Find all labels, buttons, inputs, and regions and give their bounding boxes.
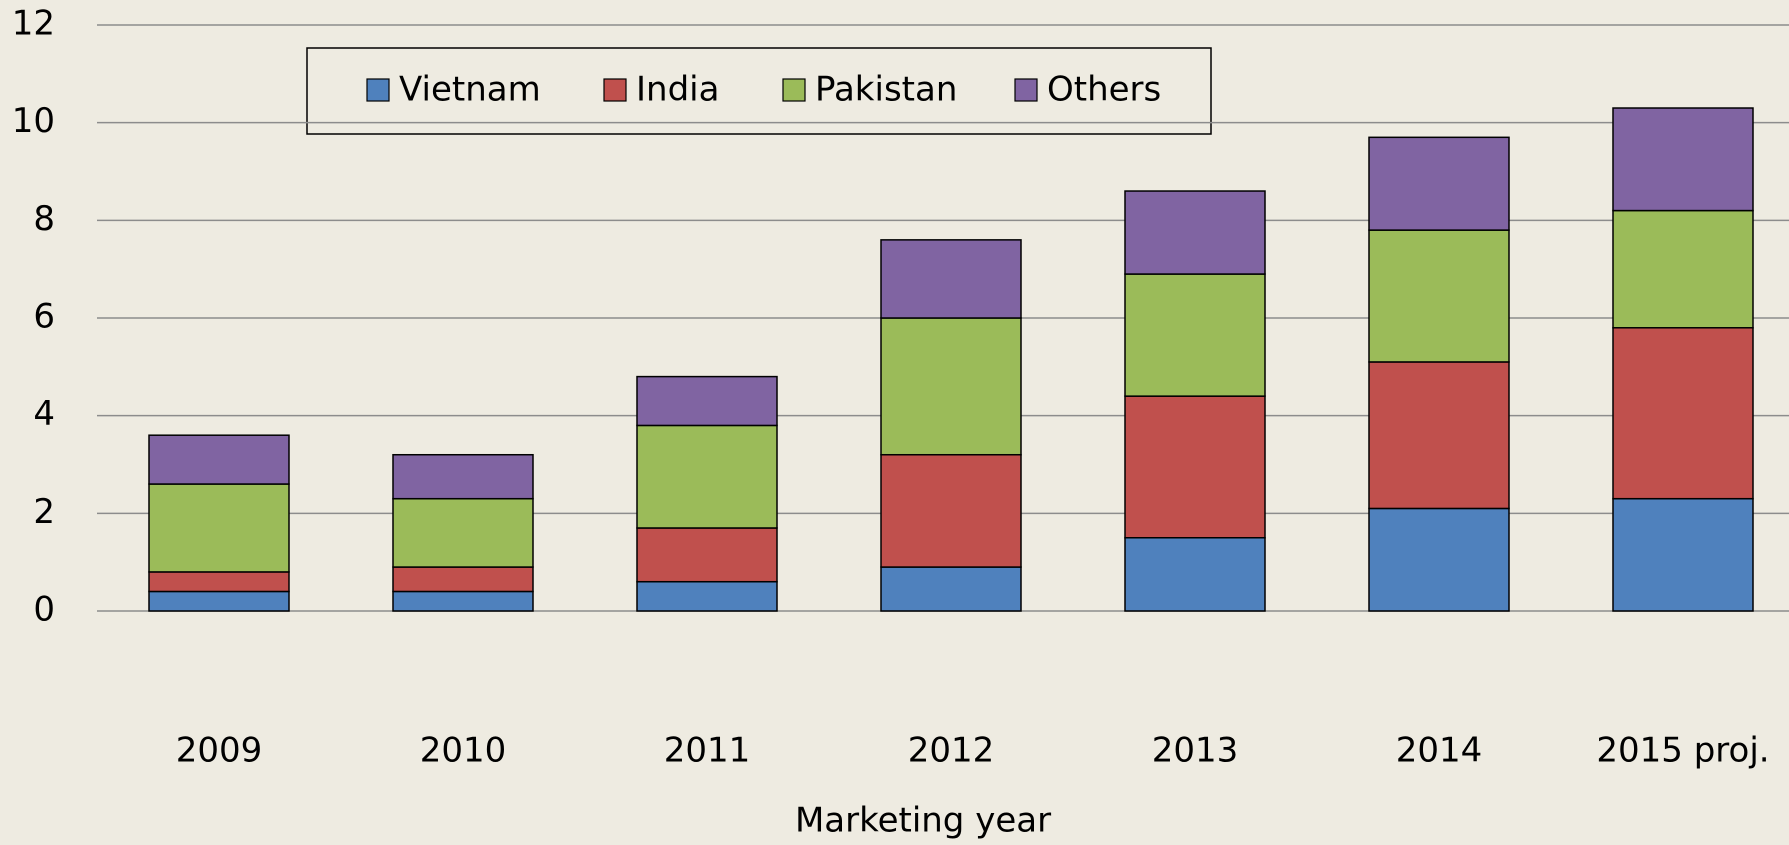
y-tick-label: 6 [33,297,55,337]
bar-segment [880,239,1022,319]
legend-label: Others [1047,70,1161,110]
x-tick-label: 2013 [1152,731,1239,771]
y-tick-label: 4 [33,394,55,434]
bar-segment [1368,229,1510,363]
y-tick-label: 0 [33,590,55,630]
bar-segment [1368,361,1510,510]
x-tick-label: 2011 [664,731,751,771]
bar-segment [148,590,290,612]
bar-segment [1368,507,1510,612]
bar-segment [636,527,778,583]
y-tick-label: 8 [33,199,55,239]
bar-segment [1124,537,1266,612]
x-tick-label: 2015 proj. [1596,731,1769,771]
bar-segment [636,424,778,529]
x-tick-label: 2012 [908,731,995,771]
legend-swatch [603,78,627,102]
bar-segment [636,580,778,612]
x-tick-label: 2009 [176,731,263,771]
legend-label: Pakistan [815,70,957,110]
y-tick-label: 2 [33,492,55,532]
y-tick-label: 12 [12,4,55,44]
legend-swatch [366,78,390,102]
x-axis-title: Marketing year [795,801,1051,841]
x-tick-label: 2014 [1396,731,1483,771]
bar-segment [1124,395,1266,539]
bar-segment [880,317,1022,456]
legend-swatch [1014,78,1038,102]
bar-segment [148,483,290,573]
bar-segment [880,566,1022,612]
bar-segment [1612,107,1754,212]
legend-label: Vietnam [399,70,541,110]
bar-segment [1612,209,1754,329]
bar-segment [392,453,534,500]
x-tick-label: 2010 [420,731,507,771]
legend-label: India [636,70,719,110]
y-tick-label: 10 [12,101,55,141]
bar-segment [148,571,290,593]
bar-segment [1368,136,1510,231]
bar-segment [880,453,1022,568]
bar-segment [392,566,534,593]
bar-segment [1124,190,1266,275]
bar-segment [1124,273,1266,397]
bar-segment [636,375,778,427]
bar-segment [392,590,534,612]
bar-segment [1612,327,1754,500]
legend-swatch [782,78,806,102]
bar-segment [392,497,534,568]
legend-box [306,47,1212,135]
bar-segment [148,434,290,485]
bar-segment [1612,497,1754,612]
